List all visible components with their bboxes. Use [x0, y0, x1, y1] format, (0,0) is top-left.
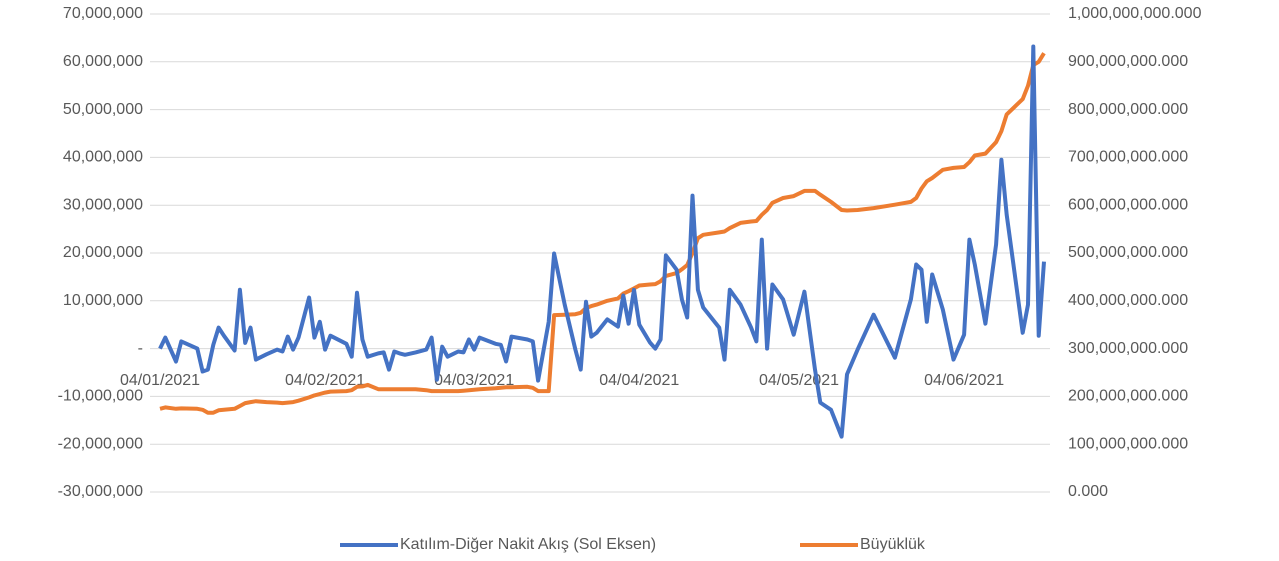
y2-tick-label: 700,000,000.000: [1068, 149, 1188, 166]
y2-tick-label: 900,000,000.000: [1068, 53, 1188, 70]
x-tick-label: 04/01/2021: [120, 372, 200, 389]
y2-tick-label: 600,000,000.000: [1068, 196, 1188, 213]
y-tick-label: -10,000,000: [58, 388, 144, 405]
y2-tick-label: 400,000,000.000: [1068, 292, 1188, 309]
x-tick-label: 04/06/2021: [924, 372, 1004, 389]
y2-tick-label: 200,000,000.000: [1068, 388, 1188, 405]
y-tick-label: -: [138, 340, 143, 357]
legend-label: Büyüklük: [860, 536, 926, 553]
y2-tick-label: 800,000,000.000: [1068, 101, 1188, 118]
y-tick-label: 50,000,000: [63, 101, 143, 118]
y-tick-label: 40,000,000: [63, 149, 143, 166]
y-tick-label: 10,000,000: [63, 292, 143, 309]
y2-tick-label: 500,000,000.000: [1068, 244, 1188, 261]
y-tick-label: 30,000,000: [63, 196, 143, 213]
line-series: [158, 44, 1046, 439]
y2-tick-label: 100,000,000.000: [1068, 435, 1188, 452]
y2-tick-label: 1,000,000,000.000: [1068, 5, 1202, 22]
y-tick-label: 60,000,000: [63, 53, 143, 70]
x-tick-label: 04/05/2021: [759, 372, 839, 389]
x-tick-label: 04/04/2021: [599, 372, 679, 389]
y2-tick-label: 0.000: [1068, 483, 1108, 500]
legend-label: Katılım-Diğer Nakit Akış (Sol Eksen): [400, 536, 656, 553]
y-tick-label: 20,000,000: [63, 244, 143, 261]
line-series: [159, 52, 1046, 415]
y2-tick-label: 300,000,000.000: [1068, 340, 1188, 357]
y-tick-label: -30,000,000: [58, 483, 144, 500]
x-tick-label: 04/02/2021: [285, 372, 365, 389]
x-tick-label: 04/03/2021: [434, 372, 514, 389]
y-tick-label: -20,000,000: [58, 435, 144, 452]
y-tick-label: 70,000,000: [63, 5, 143, 22]
